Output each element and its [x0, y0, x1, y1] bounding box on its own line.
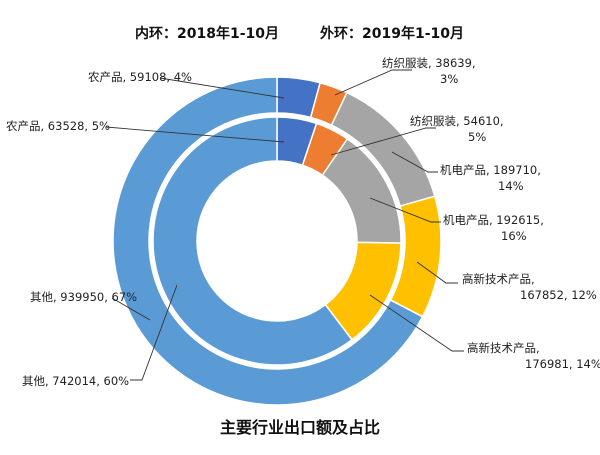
outer-leader-0	[159, 77, 285, 99]
outer-leader-2	[391, 151, 438, 173]
inner-ring-legend: 内环：2018年1-10月	[135, 25, 279, 42]
outer-leader-4	[111, 297, 151, 321]
inner-label-0: 农产品, 63528, 5%	[6, 119, 110, 133]
inner-label-3: 高新技术产品, 176981, 14%	[467, 341, 600, 371]
inner-leader-2	[369, 197, 441, 223]
inner-leader-1	[330, 127, 436, 156]
rings	[112, 76, 442, 406]
chart-title: 主要行业出口额及占比	[220, 418, 380, 437]
inner-label-4: 其他, 742014, 60%	[22, 374, 129, 388]
inner-leader-4	[130, 284, 178, 381]
inner-leader-0	[105, 126, 285, 143]
inner-label-1: 纺织服装, 54610, 5%	[410, 114, 504, 144]
data-labels: 农产品, 59108, 4% 纺织服装, 38639, 3% 机电产品, 189710…	[6, 56, 600, 388]
outer-label-2: 机电产品, 189710, 14%	[440, 163, 541, 193]
outer-ring-legend: 外环：2019年1-10月	[320, 25, 464, 42]
outer-label-1: 纺织服装, 38639, 3%	[382, 56, 476, 86]
outer-leader-3	[416, 261, 458, 284]
inner-leader-3	[369, 294, 464, 352]
outer-label-4: 其他, 939950, 67%	[30, 290, 137, 304]
outer-label-0: 农产品, 59108, 4%	[88, 70, 192, 84]
inner-label-2: 机电产品, 192615, 16%	[443, 213, 544, 243]
leader-lines	[105, 69, 464, 381]
outer-slice-4	[112, 76, 424, 406]
outer-leader-1	[334, 69, 412, 96]
inner-slice-4	[152, 116, 354, 366]
outer-label-3: 高新技术产品, 167852, 12%	[462, 272, 597, 302]
